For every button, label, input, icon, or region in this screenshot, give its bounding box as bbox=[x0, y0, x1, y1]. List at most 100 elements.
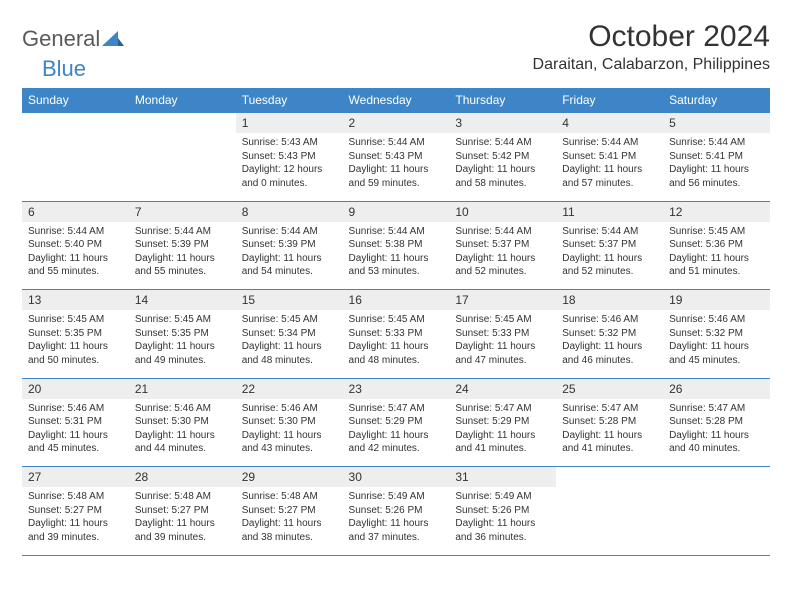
daylight-text-2: and 55 minutes. bbox=[135, 265, 230, 279]
day-detail-cell: Sunrise: 5:45 AMSunset: 5:33 PMDaylight:… bbox=[449, 310, 556, 378]
sunrise-text: Sunrise: 5:45 AM bbox=[28, 313, 123, 327]
daylight-text-2: and 48 minutes. bbox=[349, 354, 444, 368]
sunset-text: Sunset: 5:26 PM bbox=[455, 504, 550, 518]
daylight-text-1: Daylight: 11 hours bbox=[242, 340, 337, 354]
sunrise-text: Sunrise: 5:46 AM bbox=[669, 313, 764, 327]
sunset-text: Sunset: 5:41 PM bbox=[562, 150, 657, 164]
day-number-cell: 27 bbox=[22, 467, 129, 488]
day-detail-cell: Sunrise: 5:44 AMSunset: 5:41 PMDaylight:… bbox=[556, 133, 663, 201]
sunset-text: Sunset: 5:27 PM bbox=[135, 504, 230, 518]
day-number-cell: 10 bbox=[449, 201, 556, 222]
sunrise-text: Sunrise: 5:46 AM bbox=[562, 313, 657, 327]
day-detail-cell: Sunrise: 5:48 AMSunset: 5:27 PMDaylight:… bbox=[129, 487, 236, 555]
sunrise-text: Sunrise: 5:47 AM bbox=[349, 402, 444, 416]
day-detail-cell: Sunrise: 5:46 AMSunset: 5:30 PMDaylight:… bbox=[236, 399, 343, 467]
daylight-text-1: Daylight: 11 hours bbox=[669, 252, 764, 266]
sunrise-text: Sunrise: 5:46 AM bbox=[28, 402, 123, 416]
day-detail-cell: Sunrise: 5:47 AMSunset: 5:29 PMDaylight:… bbox=[343, 399, 450, 467]
daylight-text-1: Daylight: 11 hours bbox=[28, 252, 123, 266]
daylight-text-1: Daylight: 11 hours bbox=[455, 163, 550, 177]
sunset-text: Sunset: 5:37 PM bbox=[455, 238, 550, 252]
day-number-row: 20212223242526 bbox=[22, 378, 770, 399]
daylight-text-2: and 39 minutes. bbox=[135, 531, 230, 545]
daylight-text-1: Daylight: 11 hours bbox=[28, 429, 123, 443]
sunset-text: Sunset: 5:39 PM bbox=[135, 238, 230, 252]
sunrise-text: Sunrise: 5:44 AM bbox=[28, 225, 123, 239]
sunrise-text: Sunrise: 5:44 AM bbox=[135, 225, 230, 239]
daylight-text-1: Daylight: 11 hours bbox=[669, 340, 764, 354]
sunrise-text: Sunrise: 5:44 AM bbox=[669, 136, 764, 150]
daylight-text-2: and 0 minutes. bbox=[242, 177, 337, 191]
day-detail-row: Sunrise: 5:48 AMSunset: 5:27 PM Daylight:… bbox=[22, 487, 770, 555]
sunrise-text: Sunrise: 5:45 AM bbox=[135, 313, 230, 327]
sunrise-text: Sunrise: 5:46 AM bbox=[242, 402, 337, 416]
logo-text-general: General bbox=[22, 26, 100, 52]
day-header-row: Sunday Monday Tuesday Wednesday Thursday… bbox=[22, 88, 770, 113]
daylight-text-2: and 56 minutes. bbox=[669, 177, 764, 191]
logo: General bbox=[22, 26, 126, 52]
location-subtitle: Daraitan, Calabarzon, Philippines bbox=[533, 56, 770, 74]
daylight-text-2: and 45 minutes. bbox=[28, 442, 123, 456]
daylight-text-2: and 58 minutes. bbox=[455, 177, 550, 191]
daylight-text-2: and 47 minutes. bbox=[455, 354, 550, 368]
sunset-text: Sunset: 5:28 PM bbox=[669, 415, 764, 429]
sunset-text: Sunset: 5:33 PM bbox=[349, 327, 444, 341]
sunrise-text: Sunrise: 5:45 AM bbox=[242, 313, 337, 327]
day-header: Friday bbox=[556, 88, 663, 113]
daylight-text-1: Daylight: 11 hours bbox=[669, 429, 764, 443]
sunrise-text: Sunrise: 5:46 AM bbox=[135, 402, 230, 416]
sunrise-text: Sunrise: 5:44 AM bbox=[349, 225, 444, 239]
day-detail-cell: Sunrise: 5:48 AMSunset: 5:27 PMDaylight:… bbox=[22, 487, 129, 555]
calendar-page: General October 2024 Daraitan, Calabarzo… bbox=[0, 0, 792, 576]
sunset-text: Sunset: 5:30 PM bbox=[135, 415, 230, 429]
day-number-cell: 30 bbox=[343, 467, 450, 488]
day-number-cell bbox=[556, 467, 663, 488]
day-number-cell: 29 bbox=[236, 467, 343, 488]
daylight-text-1: Daylight: 11 hours bbox=[349, 517, 444, 531]
sunset-text: Sunset: 5:41 PM bbox=[669, 150, 764, 164]
sunset-text: Sunset: 5:30 PM bbox=[242, 415, 337, 429]
day-number-cell: 22 bbox=[236, 378, 343, 399]
day-number-cell: 26 bbox=[663, 378, 770, 399]
sunrise-text: Sunrise: 5:44 AM bbox=[562, 225, 657, 239]
day-number-cell: 18 bbox=[556, 290, 663, 311]
day-detail-cell: Sunrise: 5:47 AMSunset: 5:28 PMDaylight:… bbox=[663, 399, 770, 467]
daylight-text-2: and 43 minutes. bbox=[242, 442, 337, 456]
daylight-text-2: and 38 minutes. bbox=[242, 531, 337, 545]
day-detail-cell: Sunrise: 5:49 AMSunset: 5:26 PMDaylight:… bbox=[343, 487, 450, 555]
sunset-text: Sunset: 5:38 PM bbox=[349, 238, 444, 252]
sunset-text: Sunset: 5:34 PM bbox=[242, 327, 337, 341]
daylight-text-1: Daylight: 11 hours bbox=[349, 252, 444, 266]
day-number-cell: 3 bbox=[449, 113, 556, 134]
day-number-cell: 4 bbox=[556, 113, 663, 134]
sunset-text: Sunset: 5:43 PM bbox=[349, 150, 444, 164]
sunset-text: Sunset: 5:39 PM bbox=[242, 238, 337, 252]
day-number-cell: 16 bbox=[343, 290, 450, 311]
day-number-cell: 14 bbox=[129, 290, 236, 311]
calendar-table: Sunday Monday Tuesday Wednesday Thursday… bbox=[22, 88, 770, 556]
daylight-text-1: Daylight: 11 hours bbox=[562, 429, 657, 443]
month-title: October 2024 bbox=[533, 20, 770, 54]
day-number-row: 6789101112 bbox=[22, 201, 770, 222]
daylight-text-1: Daylight: 11 hours bbox=[242, 429, 337, 443]
day-detail-cell: Sunrise: 5:44 AMSunset: 5:40 PMDaylight:… bbox=[22, 222, 129, 290]
day-number-cell: 20 bbox=[22, 378, 129, 399]
sunset-text: Sunset: 5:43 PM bbox=[242, 150, 337, 164]
day-number-cell: 2 bbox=[343, 113, 450, 134]
day-detail-row: Sunrise: 5:44 AMSunset: 5:40 PMDaylight:… bbox=[22, 222, 770, 290]
sunset-text: Sunset: 5:32 PM bbox=[562, 327, 657, 341]
day-number-cell bbox=[22, 113, 129, 134]
sunrise-text: Sunrise: 5:44 AM bbox=[349, 136, 444, 150]
sunrise-text: Sunrise: 5:44 AM bbox=[455, 225, 550, 239]
daylight-text-1: Daylight: 11 hours bbox=[349, 163, 444, 177]
day-detail-row: Sunrise: 5:43 AMSunset: 5:43 PMDaylight:… bbox=[22, 133, 770, 201]
sunrise-text: Sunrise: 5:44 AM bbox=[242, 225, 337, 239]
sunrise-text: Sunrise: 5:48 AM bbox=[135, 490, 230, 504]
day-detail-cell: Sunrise: 5:45 AMSunset: 5:35 PMDaylight:… bbox=[129, 310, 236, 378]
day-number-cell: 5 bbox=[663, 113, 770, 134]
daylight-text-2: and 57 minutes. bbox=[562, 177, 657, 191]
daylight-text-2: and 41 minutes. bbox=[562, 442, 657, 456]
day-number-cell: 28 bbox=[129, 467, 236, 488]
daylight-text-2: and 45 minutes. bbox=[669, 354, 764, 368]
day-detail-cell: Sunrise: 5:44 AMSunset: 5:43 PMDaylight:… bbox=[343, 133, 450, 201]
